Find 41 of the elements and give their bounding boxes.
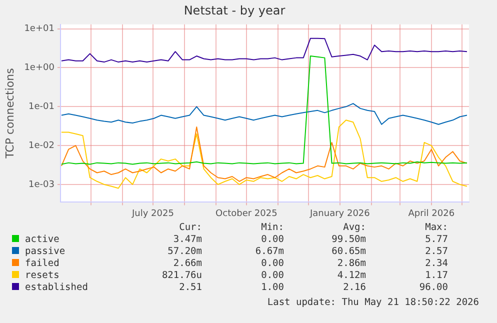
y-tick-label: 1e-01 <box>28 102 54 112</box>
text: Last update: Thu May 21 18:50:22 2026 <box>267 297 479 308</box>
x-tick-label: April 2026 <box>408 208 455 219</box>
y-tick-label: 1e-03 <box>28 180 54 190</box>
chart-title: Netstat - by year <box>184 3 286 18</box>
legend-label: active <box>24 234 60 246</box>
x-tick-label: October 2025 <box>216 208 278 219</box>
text: 3.47m <box>172 234 202 246</box>
text: Max: <box>424 222 448 234</box>
x-tick-label: July 2025 <box>130 208 174 219</box>
text: 821.76u <box>160 270 202 282</box>
text: 96.00 <box>418 282 448 294</box>
legend-label: passive <box>24 246 66 258</box>
text: 2.66m <box>172 258 202 270</box>
text: Min: <box>260 222 284 234</box>
text: 0.00 <box>260 234 284 246</box>
text: 0.00 <box>260 270 284 282</box>
y-tick-label: 1e-02 <box>28 140 54 151</box>
y-tick-label: 1e+00 <box>24 63 55 74</box>
x-tick-label: January 2026 <box>308 208 370 219</box>
text: 6.67m <box>254 246 284 258</box>
text: 2.86m <box>336 258 366 270</box>
legend-label: failed <box>24 258 60 270</box>
text: 1.00 <box>260 282 284 294</box>
text: 57.20m <box>166 246 202 258</box>
text: 99.50m <box>330 234 366 246</box>
y-axis-title: TCP connections <box>3 68 16 160</box>
text: 2.34 <box>424 258 448 270</box>
text: 1.17 <box>424 270 448 282</box>
text: 2.16 <box>342 282 366 294</box>
text: 2.57 <box>424 246 448 258</box>
legend-label: established <box>24 282 89 294</box>
legend-label: resets <box>24 270 60 282</box>
text: 2.51 <box>178 282 202 294</box>
text: 4.12m <box>336 270 366 282</box>
y-tick-label: 1e+01 <box>24 24 54 34</box>
text: 5.77 <box>424 234 448 246</box>
text: Avg: <box>342 222 366 234</box>
text: Cur: <box>178 222 202 234</box>
text: 60.65m <box>330 246 366 258</box>
text: 0.00 <box>260 258 284 270</box>
